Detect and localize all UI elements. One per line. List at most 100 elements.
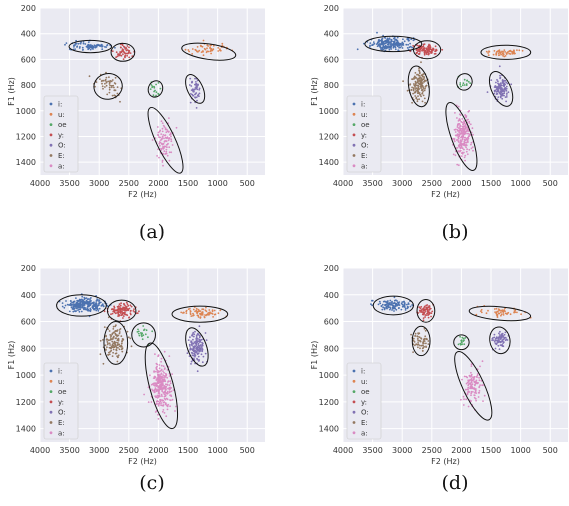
data-point — [135, 312, 138, 315]
data-point — [217, 47, 220, 49]
data-point — [468, 120, 471, 123]
data-point — [122, 53, 124, 56]
y-tick-label: 1400 — [319, 158, 339, 167]
data-point — [152, 94, 155, 97]
data-point — [166, 369, 169, 371]
data-point — [463, 151, 465, 154]
data-point — [111, 340, 114, 343]
data-point — [99, 339, 102, 342]
data-point — [406, 303, 408, 306]
data-point — [99, 301, 102, 304]
data-point — [111, 338, 114, 340]
y-tick-label: 1400 — [319, 425, 339, 434]
data-point — [114, 337, 117, 340]
data-point — [103, 326, 106, 328]
data-point — [205, 339, 208, 341]
data-point — [151, 388, 153, 391]
data-point — [398, 44, 401, 47]
data-point — [200, 312, 203, 315]
data-point — [77, 309, 79, 311]
x-tick-label: 2500 — [422, 179, 442, 188]
y-tick-label: 1200 — [319, 132, 339, 141]
legend-label: O: — [361, 142, 369, 150]
data-point — [138, 310, 140, 313]
data-point — [129, 337, 132, 340]
data-point — [463, 130, 466, 133]
data-point — [497, 87, 500, 90]
data-point — [112, 348, 115, 351]
data-point — [470, 386, 473, 389]
data-point — [163, 145, 166, 148]
data-point — [84, 297, 87, 300]
data-point — [428, 305, 430, 307]
data-point — [483, 394, 486, 397]
data-point — [195, 339, 198, 342]
data-point — [462, 404, 465, 406]
data-point — [491, 339, 493, 342]
data-point — [496, 315, 499, 317]
legend-marker — [49, 431, 53, 435]
data-point — [158, 156, 160, 159]
data-point — [107, 316, 110, 319]
data-point — [497, 340, 499, 343]
data-point — [393, 302, 396, 304]
data-point — [163, 137, 165, 140]
data-point — [507, 91, 510, 94]
data-point — [423, 89, 426, 92]
data-point — [112, 84, 115, 87]
data-point — [388, 37, 391, 40]
data-point — [497, 308, 500, 310]
legend-marker — [49, 421, 53, 424]
data-point — [210, 312, 213, 315]
data-point — [418, 72, 421, 75]
data-point — [198, 359, 201, 361]
data-point — [140, 332, 142, 334]
confidence-ellipse — [93, 72, 123, 100]
data-point — [420, 337, 423, 340]
data-point — [117, 356, 120, 358]
data-point — [124, 55, 126, 58]
legend-label: E: — [58, 152, 65, 160]
data-point — [191, 334, 194, 337]
data-point — [167, 392, 169, 395]
data-point — [470, 394, 472, 397]
data-point — [467, 386, 470, 389]
data-point — [200, 51, 203, 53]
data-point — [395, 308, 398, 311]
data-point — [458, 131, 461, 134]
data-point — [393, 306, 396, 308]
data-point — [470, 141, 473, 144]
data-point — [80, 310, 83, 313]
data-point — [456, 124, 459, 127]
data-point — [140, 333, 143, 336]
data-point — [430, 52, 432, 54]
data-point — [196, 349, 199, 352]
data-point — [118, 308, 121, 311]
legend-label: O: — [361, 409, 369, 417]
data-point — [201, 314, 204, 316]
data-point — [380, 43, 383, 45]
data-point — [409, 83, 412, 85]
data-point — [126, 54, 128, 57]
data-point — [105, 76, 108, 79]
data-point — [128, 56, 131, 59]
data-point — [170, 140, 173, 143]
data-point — [165, 415, 168, 418]
data-point — [167, 380, 170, 383]
data-point — [459, 147, 462, 149]
data-point — [504, 51, 506, 53]
data-point — [479, 310, 482, 312]
data-point — [469, 123, 472, 126]
data-point — [123, 312, 126, 314]
data-point — [198, 310, 201, 313]
data-point — [197, 352, 200, 355]
data-point — [501, 340, 504, 343]
data-point — [412, 92, 414, 95]
data-point — [82, 41, 85, 43]
data-point — [161, 127, 164, 130]
legend-label: E: — [361, 419, 368, 427]
data-point — [386, 43, 389, 46]
data-point — [370, 303, 372, 305]
data-point — [211, 310, 214, 313]
data-point — [162, 370, 164, 372]
